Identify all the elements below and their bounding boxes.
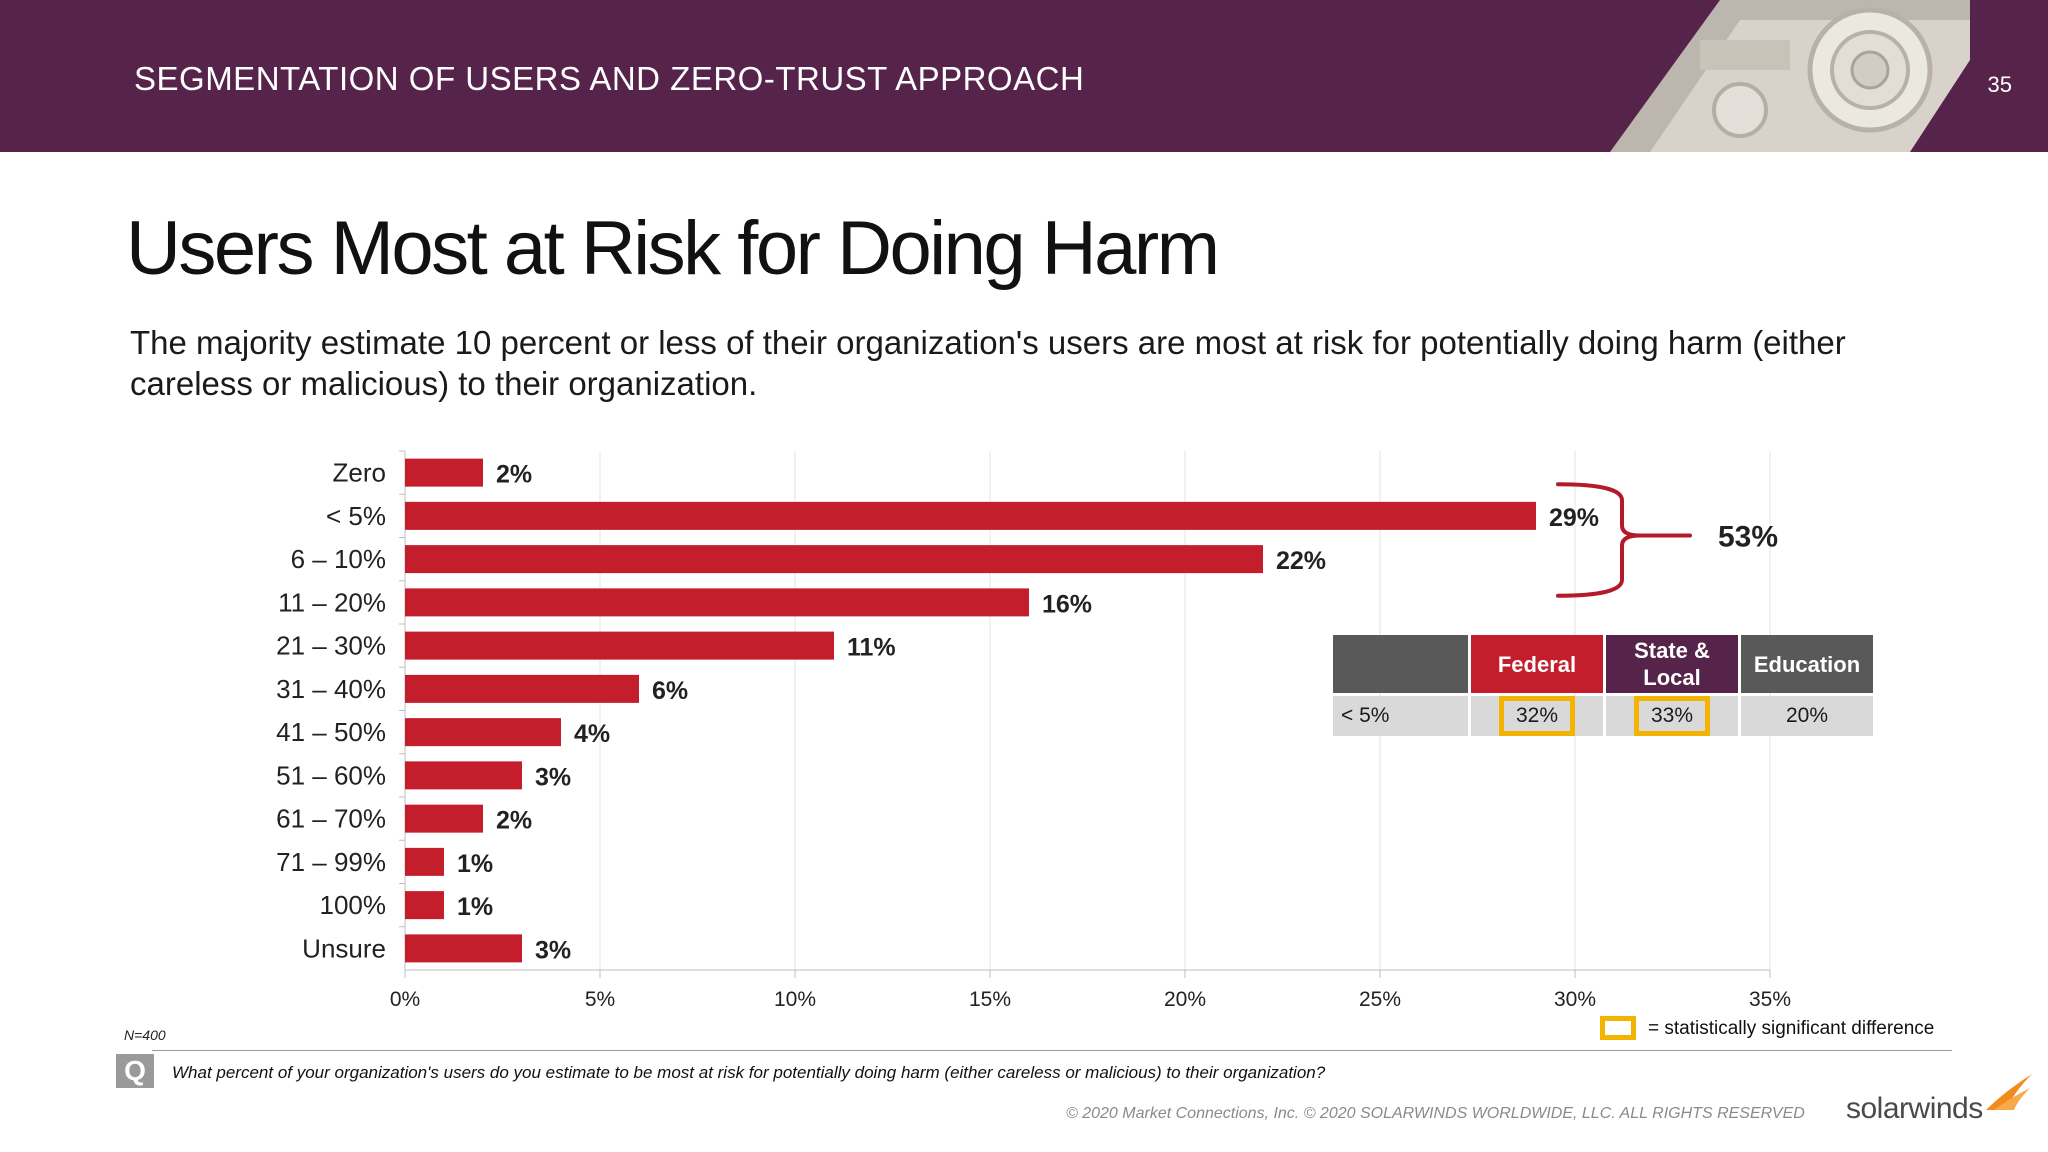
bar-value-label: 2% — [496, 461, 532, 489]
bar-value-label: 16% — [1042, 590, 1092, 618]
column-capital-decoration — [1610, 0, 1970, 152]
table-header-state-local-label: State & Local — [1634, 638, 1710, 690]
x-tick-label: 25% — [1359, 988, 1401, 1011]
table-cell-federal: 32% — [1471, 696, 1603, 736]
x-tick-label: 0% — [390, 988, 420, 1011]
x-tick-label: 10% — [774, 988, 816, 1011]
solarwinds-logo: solarwinds — [1846, 1092, 1983, 1125]
table-cell-value: 32% — [1498, 696, 1576, 736]
bar — [405, 674, 639, 703]
slide-subtitle: The majority estimate 10 percent or less… — [130, 324, 1846, 402]
bar-value-label: 1% — [457, 893, 493, 921]
bar-value-label: 6% — [652, 677, 688, 705]
x-tick-label: 20% — [1164, 988, 1206, 1011]
group-bracket — [1556, 482, 1692, 598]
table-header-state-local: State & Local — [1606, 635, 1738, 693]
bar-value-label: 22% — [1276, 547, 1326, 575]
slide-title: Users Most at Risk for Doing Harm — [126, 206, 1220, 291]
category-label: 71 – 99% — [276, 847, 386, 877]
bar — [405, 458, 483, 487]
bar — [405, 631, 834, 660]
category-label: 51 – 60% — [276, 760, 386, 790]
footer-divider — [152, 1050, 1952, 1051]
table-header-blank — [1333, 635, 1468, 693]
bar — [405, 847, 444, 876]
bar — [405, 718, 561, 747]
page-number: 35 — [1987, 72, 2012, 97]
category-label: 6 – 10% — [291, 544, 386, 574]
x-tick-label: 35% — [1749, 988, 1791, 1011]
significance-legend-swatch — [1600, 1016, 1636, 1040]
bar — [405, 501, 1536, 530]
bar — [405, 891, 444, 920]
bar — [405, 545, 1263, 574]
category-label: 11 – 20% — [278, 587, 386, 617]
bar — [405, 934, 522, 963]
bar-value-label: 29% — [1549, 504, 1599, 532]
bar-value-label: 3% — [535, 763, 571, 791]
bar-value-label: 11% — [847, 634, 896, 662]
x-tick-label: 5% — [585, 988, 615, 1011]
x-tick-label: 30% — [1554, 988, 1596, 1011]
bar — [405, 804, 483, 833]
category-label: 100% — [320, 890, 387, 920]
bar-chart: 0% 5% 10% 15% 20% 25% 30% 35% Zero 2% < 5% 29% 6 – 1… — [276, 450, 1791, 1011]
table-header-education: Education — [1741, 635, 1873, 693]
x-tick-label: 15% — [969, 988, 1011, 1011]
question-icon: Q — [116, 1054, 154, 1088]
category-label: 21 – 30% — [276, 631, 386, 661]
section-title: SEGMENTATION OF USERS AND ZERO-TRUST APP… — [134, 60, 1085, 97]
bar-value-label: 3% — [535, 936, 571, 964]
category-label: Zero — [333, 458, 386, 488]
bar-value-label: 4% — [574, 720, 610, 748]
sample-size: N=400 — [124, 1027, 166, 1043]
table-row: < 5% 32% 33% 20% — [1333, 696, 1873, 736]
header-band: SEGMENTATION OF USERS AND ZERO-TRUST APP… — [0, 0, 2048, 152]
comparison-table: Federal State & Local Education < 5% 32%… — [1330, 632, 1876, 739]
bar-value-label: 1% — [457, 850, 493, 878]
bar-value-label: 2% — [496, 807, 532, 835]
table-cell-state-local: 33% — [1606, 696, 1738, 736]
table-header-federal: Federal — [1471, 635, 1603, 693]
table-cell-education: 20% — [1741, 696, 1873, 736]
group-total-label: 53% — [1718, 521, 1778, 554]
table-header-row: Federal State & Local Education — [1333, 635, 1873, 693]
significance-legend-text: = statistically significant difference — [1648, 1018, 1935, 1039]
category-label: 61 – 70% — [276, 804, 386, 834]
category-label: 31 – 40% — [276, 674, 386, 704]
category-label: 41 – 50% — [276, 717, 386, 747]
table-cell-value: 33% — [1633, 696, 1711, 736]
bar — [405, 588, 1029, 617]
category-label: Unsure — [302, 933, 386, 963]
bar — [405, 761, 522, 790]
category-label: < 5% — [326, 501, 386, 531]
table-row-label: < 5% — [1333, 696, 1468, 736]
copyright: © 2020 Market Connections, Inc. © 2020 S… — [1066, 1105, 1805, 1122]
solarwinds-flame-icon — [1986, 1074, 2032, 1110]
survey-question: What percent of your organization's user… — [172, 1063, 1326, 1082]
